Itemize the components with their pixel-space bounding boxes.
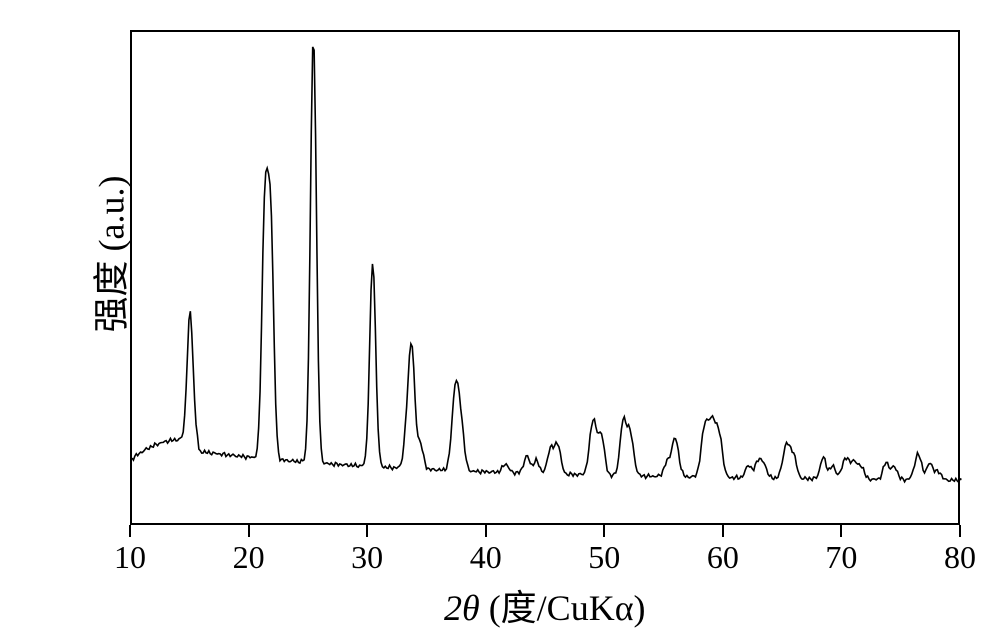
x-tick-label: 10 xyxy=(100,539,160,576)
x-tick-mark xyxy=(248,525,250,537)
x-axis-label: 2θ (度/CuKα) xyxy=(444,579,646,631)
x-tick-label: 20 xyxy=(219,539,279,576)
x-tick-label: 80 xyxy=(930,539,990,576)
x-tick-label: 40 xyxy=(456,539,516,576)
x-tick-mark xyxy=(129,525,131,537)
x-tick-mark xyxy=(722,525,724,537)
x-tick-mark xyxy=(840,525,842,537)
xlabel-unit: (度/CuKα) xyxy=(480,588,646,628)
xrd-line-svg xyxy=(132,32,962,527)
xrd-polyline xyxy=(132,47,962,482)
x-tick-mark xyxy=(959,525,961,537)
x-tick-label: 50 xyxy=(574,539,634,576)
xrd-chart: 强度 (a.u.) 2θ (度/CuKα) 10 20 30 40 50 60 70 80 xyxy=(0,0,1000,643)
y-axis-label: 强度 (a.u.) xyxy=(82,176,134,333)
x-tick-label: 30 xyxy=(337,539,397,576)
x-tick-label: 60 xyxy=(693,539,753,576)
ylabel-prefix: 强度 xyxy=(91,260,131,332)
x-tick-label: 70 xyxy=(811,539,871,576)
xlabel-symbol: 2θ xyxy=(444,588,480,628)
x-tick-mark xyxy=(485,525,487,537)
x-tick-mark xyxy=(603,525,605,537)
plot-area xyxy=(130,30,960,525)
x-tick-mark xyxy=(366,525,368,537)
ylabel-unit: (a.u.) xyxy=(91,176,131,261)
